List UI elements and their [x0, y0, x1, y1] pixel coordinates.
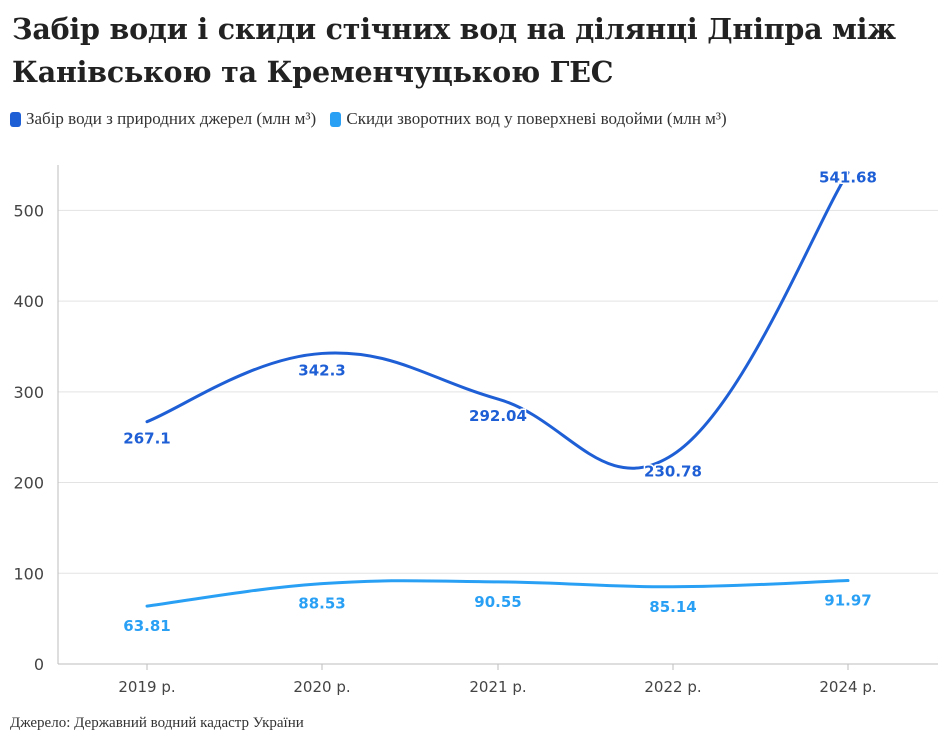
y-tick-label: 300: [13, 383, 44, 402]
y-tick-label: 400: [13, 292, 44, 311]
data-label-withdrawal: 292.04: [469, 407, 527, 425]
series-line-discharge: [145, 579, 850, 608]
data-label-withdrawal: 541.68: [819, 169, 877, 187]
y-tick-label: 0: [34, 655, 44, 674]
chart-title: Забір води і скиди стічних вод на ділянц…: [12, 12, 896, 89]
legend-item-withdrawal[interactable]: Забір води з природних джерел (млн м³): [10, 109, 316, 129]
data-label-discharge: 88.53: [298, 595, 345, 613]
legend-label-discharge: Скиди зворотних вод у поверхневі водойми…: [346, 109, 727, 128]
legend-swatch-discharge: [330, 111, 342, 127]
data-label-withdrawal: 267.1: [123, 430, 170, 448]
x-tick-label: 2019 р.: [118, 678, 175, 696]
legend-swatch-withdrawal: [10, 111, 21, 127]
y-tick-label: 200: [13, 474, 44, 493]
data-label-discharge: 85.14: [649, 598, 696, 616]
data-label-discharge: 90.55: [474, 593, 521, 611]
legend-item-discharge[interactable]: Скиди зворотних вод у поверхневі водойми…: [330, 109, 727, 129]
y-tick-label: 500: [13, 201, 44, 220]
data-label-discharge: 63.81: [123, 617, 170, 635]
legend-label-withdrawal: Забір води з природних джерел (млн м³): [26, 109, 317, 128]
legend: Забір води з природних джерел (млн м³) С…: [10, 109, 737, 133]
x-tick-label: 2021 р.: [469, 678, 526, 696]
data-label-withdrawal: 342.3: [298, 361, 345, 379]
x-tick-label: 2024 р.: [819, 678, 876, 696]
data-label-withdrawal: 230.78: [644, 463, 702, 481]
x-tick-label: 2022 р.: [644, 678, 701, 696]
y-tick-label: 100: [13, 564, 44, 583]
data-label-discharge: 91.97: [824, 592, 871, 610]
source-note: Джерело: Державний водний кадастр Україн…: [10, 715, 304, 731]
x-tick-label: 2020 р.: [293, 678, 350, 696]
series-line-withdrawal: [145, 171, 850, 470]
line-chart: 0 100 200 300 400 500 2019 р. 2020 р. 2021 р. 202…: [13, 165, 938, 696]
